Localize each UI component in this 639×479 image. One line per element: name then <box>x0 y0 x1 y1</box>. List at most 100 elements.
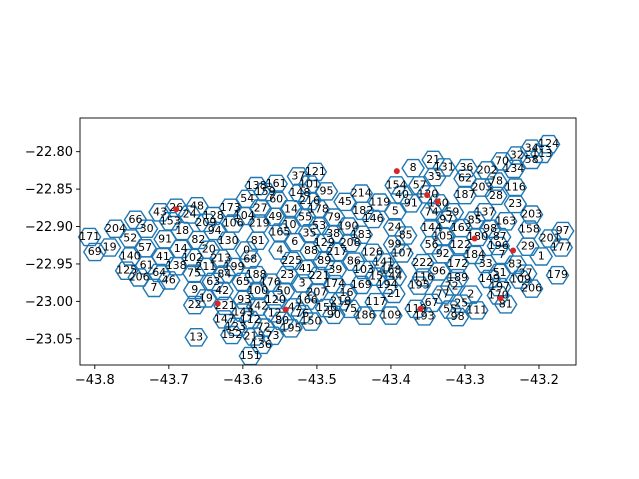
hexagon-cell <box>194 289 218 308</box>
hexagon-label: 20 <box>202 243 216 256</box>
hexagon-label: 66 <box>129 213 143 226</box>
hexagon-cell <box>487 227 512 247</box>
hexagon-label: 121 <box>305 165 326 178</box>
hexagon-cell <box>212 265 237 284</box>
hexagon-cell <box>231 272 255 292</box>
red-data-point <box>510 247 517 254</box>
hexagon-cell <box>244 265 269 285</box>
hexagon-cell <box>411 268 436 287</box>
red-point-layer <box>173 168 517 313</box>
hexagon-label: 33 <box>479 257 493 270</box>
hexagon-cell <box>182 295 207 315</box>
hexagon-label: 51 <box>493 266 507 279</box>
red-data-point <box>434 198 441 205</box>
hexagon-label: 18 <box>175 224 189 237</box>
hexagon-label: 117 <box>366 295 387 308</box>
hexagon-label: 162 <box>451 221 472 234</box>
hexagon-label: 151 <box>240 349 261 362</box>
y-tick-label: −22.90 <box>25 220 73 235</box>
hexagon-label: 154 <box>386 178 407 191</box>
hexagon-cell <box>407 276 431 295</box>
hexagon-label: 166 <box>297 294 318 307</box>
hexagon-label: 89 <box>317 254 331 267</box>
hexagon-cell <box>328 292 353 311</box>
hexagon-label: 21 <box>426 153 440 166</box>
hexagon-cell <box>445 254 470 274</box>
hexagon-cell <box>118 229 143 248</box>
hexagon-label: 222 <box>412 256 433 269</box>
hexagon-label: 169 <box>351 278 372 291</box>
hexagon-label: 97 <box>556 224 570 237</box>
hexagon-cell <box>134 219 159 239</box>
hexagon-label: 24 <box>388 220 402 233</box>
hexagon-label: 19 <box>103 241 117 254</box>
x-tick-label: −43.4 <box>371 373 411 388</box>
hexagon-label: 27 <box>519 267 533 280</box>
hexagon-cell <box>299 241 323 261</box>
hexagon-label: 14 <box>174 242 188 255</box>
hexagon-cell <box>516 237 540 257</box>
hexagon-label: 141 <box>373 256 394 269</box>
hexagon-label: 126 <box>362 246 383 259</box>
x-tick-label: −43.7 <box>149 373 189 388</box>
hexagon-label: 79 <box>327 211 341 224</box>
hexagon-cell <box>234 241 259 260</box>
hexagon-cell <box>221 214 246 233</box>
hexagon-cell <box>379 306 403 325</box>
hexagon-label: 16 <box>340 286 354 299</box>
hexagon-label: 112 <box>240 313 261 326</box>
hexagon-cell <box>404 299 428 319</box>
hexagon-cell <box>550 221 575 241</box>
hexagon-cell <box>168 239 193 259</box>
hexagon-cell <box>231 303 255 322</box>
hexagon-label: 140 <box>120 250 141 263</box>
hexagon-cell <box>353 306 377 325</box>
hexagon-label: 187 <box>455 188 476 201</box>
hexagon-label: 81 <box>251 234 265 247</box>
hexagon-label: 92 <box>436 247 450 260</box>
hexagon-label: 202 <box>477 163 498 176</box>
hexagon-label: 45 <box>338 195 352 208</box>
hexagon-label: 104 <box>234 209 255 222</box>
hexagon-label: 82 <box>191 233 205 246</box>
hexagon-cell <box>223 317 248 337</box>
hexagon-cell <box>517 220 542 239</box>
hexagon-label: 225 <box>281 254 302 267</box>
red-data-point <box>173 206 180 213</box>
hexagon-label: 76 <box>295 307 309 320</box>
hexagon-label: 41 <box>156 250 170 263</box>
hexagon-cell <box>314 298 339 318</box>
hexagon-label: 68 <box>243 253 257 266</box>
hexagon-cell <box>213 296 237 316</box>
hexagon-label: 109 <box>380 309 401 322</box>
hexagon-label: 53 <box>312 219 326 232</box>
hexagon-cell <box>448 235 473 255</box>
hexagon-label: 123 <box>225 320 246 333</box>
hexagon-label: 99 <box>388 238 402 251</box>
hexagon-label: 25 <box>454 297 468 310</box>
hexagon-label: 217 <box>326 245 347 258</box>
hexagon-cell <box>182 280 207 300</box>
hexagon-cell <box>486 286 511 305</box>
hexagon-label: 83 <box>508 258 522 271</box>
hexagon-label: 0 <box>243 244 250 257</box>
hexagon-label: 42 <box>215 284 229 297</box>
hexagon-label: 196 <box>488 239 509 252</box>
hexagon-label: 30 <box>140 222 154 235</box>
hexagon-label: 161 <box>266 177 287 190</box>
hexagon-label: 98 <box>483 222 497 235</box>
hexagon-label: 22 <box>188 298 202 311</box>
hexagon-cell <box>350 201 375 221</box>
hexagon-cell <box>245 231 270 251</box>
hexagon-label: 144 <box>421 221 442 234</box>
red-data-point <box>214 300 221 307</box>
hexagon-label: 129 <box>314 236 335 249</box>
hexagon-label: 14 <box>284 202 298 215</box>
y-tick-label: −22.95 <box>25 257 73 272</box>
hexagon-label: 54 <box>240 192 254 205</box>
y-tick-label: −23.05 <box>25 332 73 347</box>
hexagon-label: 50 <box>277 285 291 298</box>
hexagon-label: 100 <box>247 284 268 297</box>
hexagon-label: 172 <box>447 257 468 270</box>
hexagon-label: 195 <box>409 279 430 292</box>
